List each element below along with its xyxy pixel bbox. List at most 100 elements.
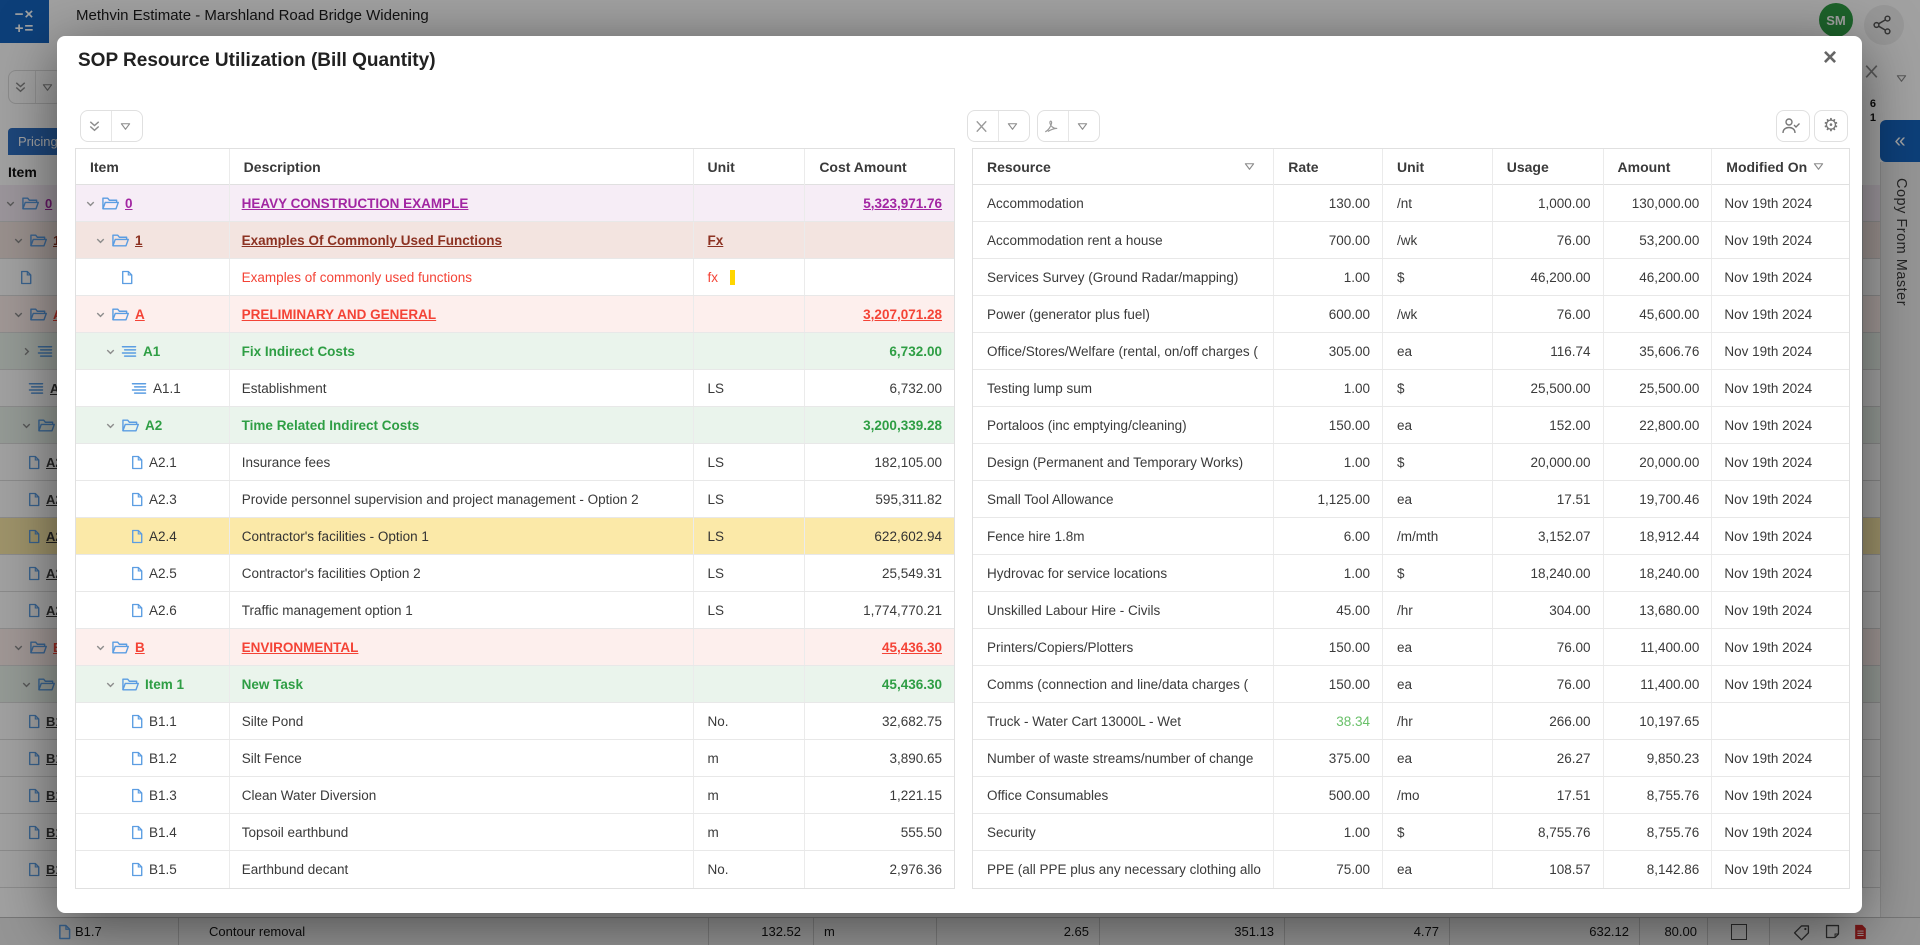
resource-row[interactable]: Truck - Water Cart 13000L - Wet 38.34/hr 2… bbox=[973, 703, 1849, 740]
column-header-usage[interactable]: Usage bbox=[1493, 148, 1604, 185]
excel-export-icon[interactable] bbox=[1862, 62, 1881, 86]
chevron-down-icon[interactable] bbox=[104, 678, 117, 691]
column-header-unit[interactable]: Unit bbox=[694, 148, 806, 185]
resource-row[interactable]: Accommodation 130.00/nt 1,000.00 130,000.00… bbox=[973, 185, 1849, 222]
column-header-description[interactable]: Description bbox=[230, 148, 694, 185]
export-pdf-dropdown[interactable] bbox=[1068, 111, 1099, 141]
edit-cursor bbox=[730, 269, 736, 285]
cost-row[interactable]: B1.1 Silte Pond No. 32,682.75 bbox=[76, 703, 954, 740]
cost-row[interactable]: Item 1 New Task 45,436.30 bbox=[76, 666, 954, 703]
share-button[interactable] bbox=[1864, 5, 1904, 45]
resource-row[interactable]: Comms (connection and line/data charges … bbox=[973, 666, 1849, 703]
user-avatar[interactable]: SM bbox=[1819, 3, 1853, 37]
export-excel-dropdown[interactable] bbox=[998, 111, 1029, 141]
note-icon[interactable] bbox=[1824, 923, 1841, 940]
resource-row[interactable]: Printers/Copiers/Plotters 150.00 ea 76.00 11… bbox=[973, 629, 1849, 666]
resource-row[interactable]: Office/Stores/Welfare (rental, on/off ch… bbox=[973, 333, 1849, 370]
resource-name-cell: Unskilled Labour Hire - Civils bbox=[973, 592, 1275, 628]
item-unit: m bbox=[707, 750, 719, 766]
methvin-app-icon[interactable]: −× += bbox=[0, 0, 49, 43]
resource-row[interactable]: Fence hire 1.8m 6.00/m/mth 3,152.07 18,912.… bbox=[973, 518, 1849, 555]
resource-row[interactable]: Services Survey (Ground Radar/mapping) 1.… bbox=[973, 259, 1849, 296]
cost-row[interactable]: Examples of commonly used functions fx bbox=[76, 259, 954, 296]
resource-row[interactable]: Testing lump sum 1.00 $25,500.00 25,500.00 N… bbox=[973, 370, 1849, 407]
copy-from-master-panel[interactable]: Copy From Master bbox=[1880, 162, 1920, 917]
cost-row[interactable]: A2.6 Traffic management option 1 LS 1,774,7… bbox=[76, 592, 954, 629]
cost-row[interactable]: B1.5 Earthbund decant No. 2,976.36 bbox=[76, 851, 954, 888]
chevron-down-icon[interactable] bbox=[84, 197, 97, 210]
chevron-down-icon[interactable] bbox=[94, 234, 107, 247]
item-cell: A2.3 bbox=[76, 481, 230, 517]
column-header-amount[interactable]: Amount bbox=[1604, 148, 1713, 185]
rate-cell: 1,125.00 bbox=[1274, 481, 1384, 517]
collapse-side-panel-button[interactable]: « bbox=[1880, 120, 1920, 162]
cost-row[interactable]: B1.3 Clean Water Diversion m 1,221.15 bbox=[76, 777, 954, 814]
amount-cell: 9,850.23 bbox=[1604, 740, 1713, 776]
unit-cell bbox=[694, 333, 806, 369]
cost-row[interactable]: A1 Fix Indirect Costs 6,732.00 bbox=[76, 333, 954, 370]
column-header-item[interactable]: Item bbox=[76, 148, 230, 185]
cost-row[interactable]: A2.1 Insurance fees LS 182,105.00 bbox=[76, 444, 954, 481]
background-tree-row: A2.1 bbox=[0, 444, 57, 481]
chevron-down-icon[interactable] bbox=[94, 641, 107, 654]
red-document-icon[interactable] bbox=[1854, 924, 1867, 940]
close-icon[interactable]: × bbox=[1822, 44, 1837, 71]
usage-cell: 26.27 bbox=[1493, 740, 1604, 776]
cost-row[interactable]: B ENVIRONMENTAL 45,436.30 bbox=[76, 629, 954, 666]
excel-export-dropdown-icon[interactable] bbox=[1896, 70, 1907, 88]
cost-row[interactable]: A PRELIMINARY AND GENERAL 3,207,071.28 bbox=[76, 296, 954, 333]
unit-cell: ea bbox=[1383, 666, 1493, 702]
doc-icon bbox=[131, 566, 143, 581]
amount-cell: 20,000.00 bbox=[1604, 444, 1713, 480]
export-excel-button[interactable] bbox=[968, 111, 998, 141]
export-pdf-button[interactable] bbox=[1038, 111, 1068, 141]
resource-row[interactable]: Office Consumables 500.00/mo 17.51 8,755.76… bbox=[973, 777, 1849, 814]
cost-row[interactable]: B1.2 Silt Fence m 3,890.65 bbox=[76, 740, 954, 777]
collapse-options-dropdown[interactable] bbox=[111, 111, 142, 141]
edit-row-value: 632.12 bbox=[1450, 918, 1640, 945]
resource-row[interactable]: Power (generator plus fuel) 600.00/wk 76.0… bbox=[973, 296, 1849, 333]
amount-cell: 18,912.44 bbox=[1604, 518, 1713, 554]
cost-row[interactable]: A2.4 Contractor's facilities - Option 1 LS… bbox=[76, 518, 954, 555]
background-grid-cell bbox=[1863, 666, 1881, 703]
column-header-cost-amount[interactable]: Cost Amount bbox=[819, 158, 907, 175]
item-code: 0 bbox=[125, 195, 133, 211]
usage-cell: 76.00 bbox=[1493, 666, 1604, 702]
chevron-down-icon bbox=[20, 678, 33, 691]
collapse-options-dropdown[interactable] bbox=[35, 71, 62, 103]
cost-row[interactable]: B1.4 Topsoil earthbund m 555.50 bbox=[76, 814, 954, 851]
resource-row[interactable]: Portaloos (inc emptying/cleaning) 150.00 e… bbox=[973, 407, 1849, 444]
settings-button[interactable]: ⚙ bbox=[1814, 110, 1848, 142]
column-header-rate[interactable]: Rate bbox=[1274, 148, 1383, 185]
cost-row[interactable]: 1 Examples Of Commonly Used Functions Fx bbox=[76, 222, 954, 259]
assign-user-button[interactable] bbox=[1776, 110, 1810, 142]
item-description: ENVIRONMENTAL bbox=[241, 639, 359, 655]
filter-triangle-icon[interactable] bbox=[1813, 162, 1824, 171]
collapse-all-rows-button[interactable] bbox=[81, 111, 111, 141]
resource-row[interactable]: Hydrovac for service locations 1.00 $18,24… bbox=[973, 555, 1849, 592]
resource-row[interactable]: Small Tool Allowance 1,125.00 ea 17.51 19,70… bbox=[973, 481, 1849, 518]
cost-row[interactable]: A2.3 Provide personnel supervision and pr… bbox=[76, 481, 954, 518]
tag-icon[interactable] bbox=[1792, 923, 1811, 941]
resource-row[interactable]: Security 1.00 $8,755.76 8,755.76 Nov 19th 20… bbox=[973, 814, 1849, 851]
unit-cell bbox=[694, 185, 806, 221]
column-header-modified-on[interactable]: Modified On bbox=[1712, 149, 1849, 185]
checkbox-icon[interactable] bbox=[1730, 923, 1747, 940]
cost-row[interactable]: A2.5 Contractor's facilities Option 2 LS 25… bbox=[76, 555, 954, 592]
resource-row[interactable]: Design (Permanent and Temporary Works) 1.… bbox=[973, 444, 1849, 481]
resource-row[interactable]: PPE (all PPE plus any necessary clothing… bbox=[973, 851, 1849, 888]
resource-row[interactable]: Number of waste streams/number of change… bbox=[973, 740, 1849, 777]
background-grid-cell bbox=[1863, 296, 1881, 333]
chevron-down-icon[interactable] bbox=[104, 345, 117, 358]
column-header-unit[interactable]: Unit bbox=[1383, 148, 1493, 185]
collapse-all-button[interactable] bbox=[9, 71, 35, 103]
cost-row[interactable]: A1.1 Establishment LS 6,732.00 bbox=[76, 370, 954, 407]
column-header-resource[interactable]: Resource bbox=[973, 148, 1275, 185]
cost-row[interactable]: 0 HEAVY CONSTRUCTION EXAMPLE 5,323,971.76 bbox=[76, 185, 954, 222]
chevron-down-icon[interactable] bbox=[94, 308, 107, 321]
resource-row[interactable]: Accommodation rent a house 700.00/wk 76.00… bbox=[973, 222, 1849, 259]
resource-row[interactable]: Unskilled Labour Hire - Civils 45.00/hr 30… bbox=[973, 592, 1849, 629]
chevron-down-icon[interactable] bbox=[104, 419, 117, 432]
filter-triangle-icon[interactable] bbox=[1244, 162, 1255, 171]
cost-row[interactable]: A2 Time Related Indirect Costs 3,200,339.2… bbox=[76, 407, 954, 444]
